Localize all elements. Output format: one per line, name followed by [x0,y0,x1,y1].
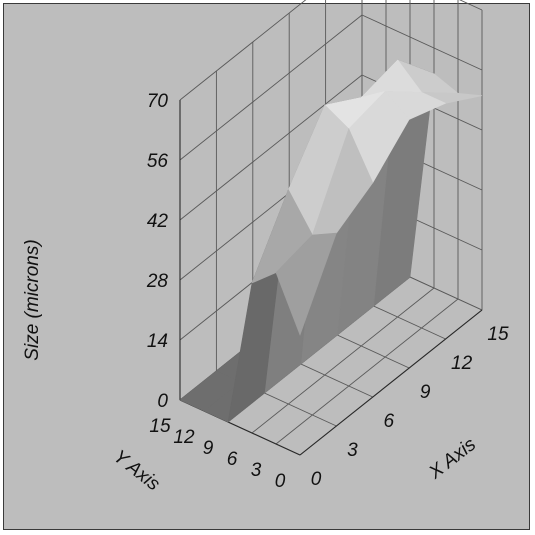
y-tick-label: 6 [227,449,238,470]
z-tick-label: 0 [157,391,168,412]
y-axis-title: Y Axis [109,446,164,495]
z-tick-label: 14 [147,331,168,352]
z-tick-label: 56 [147,151,169,172]
x-tick-label: 3 [347,440,358,461]
z-grid-line-xwall [179,14,363,161]
surface-cell [275,232,337,336]
y-tick-label: 9 [203,438,214,459]
x-axis-title: X Axis [424,434,480,484]
x-tick-label: 0 [311,469,322,490]
z-grid-line-ywall [361,14,483,71]
z-tick-label: 70 [147,91,169,112]
y-tick-label: 15 [149,416,171,437]
z-axis-title: Size (microns) [22,239,43,360]
x-tick-label: 9 [420,382,431,403]
x-tick-label: 12 [451,353,473,374]
x-tick-label: 6 [384,411,395,432]
y-tick-label: 12 [173,427,195,448]
z-tick-label: 42 [147,211,169,232]
floor-grid-line [251,287,435,434]
surface [179,59,483,423]
y-tick-label: 3 [251,460,262,481]
z-grid-line-ywall [459,0,483,11]
z-tick-label: 28 [146,271,169,292]
y-tick-label: 0 [275,471,286,492]
x-axis-line [299,309,483,456]
x-tick-label: 15 [487,324,509,345]
z-grid-line-xwall [179,0,307,101]
floor-grid-line [275,298,459,445]
z-grid-line-xwall [179,74,363,221]
